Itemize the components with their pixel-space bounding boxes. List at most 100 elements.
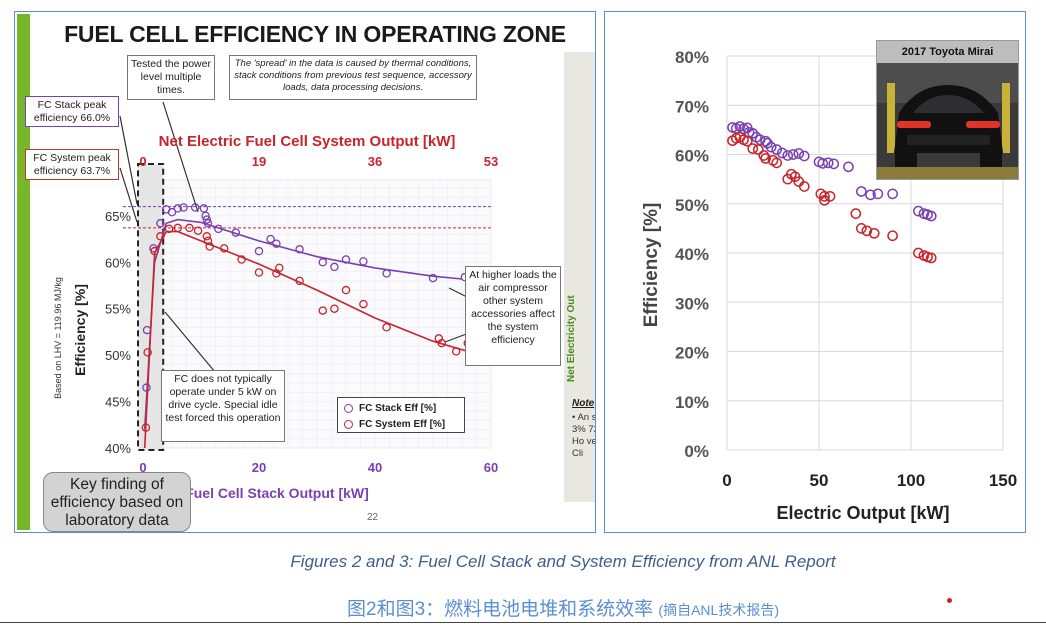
- system-eff-point: [164, 224, 174, 234]
- key-finding-box: Key finding of efficiency based on labor…: [43, 472, 191, 532]
- chart2-grid: [726, 55, 1004, 451]
- stack-eff-point: [428, 273, 438, 283]
- system-eff-point: [205, 242, 214, 251]
- system-eff-point: [887, 230, 898, 242]
- x-axis-title: Electric Output [kW]: [776, 503, 949, 523]
- caption-chinese: 图2和图3：燃料电池电堆和系统效率 (摘自ANL技术报告): [0, 594, 1046, 621]
- stack-eff-point: [843, 161, 854, 173]
- stack-eff-point: [760, 135, 771, 147]
- leader-system-peak: [119, 167, 138, 223]
- y-tick-label: 40%: [675, 245, 709, 264]
- system-eff-point: [861, 225, 873, 237]
- legend-label-system: FC System Eff [%]: [359, 418, 446, 430]
- stack-eff-point: [214, 224, 223, 234]
- y-tick-label: 50%: [105, 348, 131, 363]
- system-eff-point: [185, 223, 194, 233]
- system-eff-point: [913, 247, 924, 259]
- x-tick-label: 150: [989, 471, 1017, 490]
- stack-eff-point: [341, 255, 351, 264]
- stack-eff-point: [765, 141, 777, 153]
- y-tick-label: 40%: [105, 441, 131, 456]
- y-axis-title: Efficiency [%]: [641, 203, 662, 328]
- x-tick-label: 40: [368, 460, 382, 475]
- callout-higher-loads: At higher loads the air compressor other…: [465, 266, 561, 366]
- system-eff-point: [451, 347, 461, 356]
- legend-marker-stack: [344, 403, 353, 413]
- legend-label-stack: FC Stack Eff [%]: [359, 402, 437, 414]
- system-eff-point: [798, 181, 810, 192]
- chart2-labels: 0% 10% 20% 30% 40% 50% 60% 70% 80% 0 50 100 150 Elect…: [641, 48, 1017, 523]
- system-eff-point: [203, 236, 213, 246]
- callout-system-peak: FC System peak efficiency 63.7%: [25, 149, 119, 180]
- system-eff-point: [437, 338, 446, 348]
- system-eff-point: [359, 299, 368, 309]
- caption-chinese-main: 图2和图3：燃料电池电堆和系统效率: [347, 599, 654, 620]
- system-eff-point: [150, 246, 159, 256]
- leader-stack-peak: [119, 115, 138, 205]
- system-eff-point: [275, 263, 284, 273]
- callout-under-5kw: FC does not typically operate under 5 kW…: [161, 370, 285, 442]
- lhv-note: Based on LHV = 119.96 MJ/kg: [53, 277, 63, 399]
- y-tick-label: 65%: [105, 209, 131, 224]
- stack-eff-point: [776, 147, 788, 159]
- stack-eff-point: [202, 215, 212, 224]
- low-power-zone-shade: [138, 164, 164, 450]
- system-eff-point: [868, 227, 880, 239]
- top-axis-tick-label: 36: [368, 154, 382, 169]
- system-eff-point: [318, 306, 328, 315]
- low-power-zone-border: [137, 163, 165, 451]
- stack-eff-point: [254, 246, 264, 256]
- system-eff-point: [758, 150, 770, 161]
- y-tick-label: 55%: [105, 302, 131, 317]
- chart1-legend: FC Stack Eff [%] FC System Eff [%]: [337, 397, 465, 433]
- system-eff-point: [771, 157, 783, 169]
- system-eff-point: [193, 226, 203, 235]
- stack-eff-point: [359, 257, 368, 266]
- top-axis-tick-label: 0: [139, 154, 146, 169]
- stack-eff-point: [925, 210, 937, 222]
- x-tick-label: 60: [484, 460, 498, 475]
- system-eff-trendline: [143, 230, 469, 449]
- callout-data-spread: The 'spread' in the data is caused by th…: [229, 55, 477, 100]
- stack-eff-point: [782, 150, 794, 161]
- stack-eff-point: [203, 219, 213, 228]
- photo-label: 2017 Toyota Mirai: [877, 41, 1018, 63]
- legend-item-system: FC System Eff [%]: [344, 417, 445, 431]
- callout-tested-multiple: Tested the power level multiple times.: [127, 55, 215, 100]
- stack-eff-point: [913, 205, 924, 217]
- stack-eff-point: [201, 211, 210, 221]
- stack-eff-point: [828, 158, 840, 170]
- toyota-mirai-photo: 2017 Toyota Mirai: [876, 40, 1019, 180]
- left-slide-panel: Net Electricity Out Note • An sta 3% 72 …: [14, 11, 596, 533]
- stack-eff-point: [179, 203, 188, 212]
- y-tick-label: 30%: [675, 294, 709, 313]
- system-eff-point: [141, 423, 151, 432]
- chart1-labels: 40% 45% 50% 55% 60% 65% 0 20 40 60 0 19 36 53 Fuel Cel…: [53, 133, 498, 501]
- stack-eff-point: [330, 262, 339, 272]
- system-eff-point: [752, 144, 764, 155]
- system-eff-point: [819, 191, 830, 202]
- system-eff-point: [850, 208, 862, 219]
- top-axis-tick-label: 53: [484, 154, 498, 169]
- legend-marker-system: [344, 419, 353, 429]
- y-tick-label: 10%: [675, 393, 709, 412]
- x-axis-title: Fuel Cell Stack Output [kW]: [185, 485, 369, 501]
- system-eff-point: [855, 223, 867, 234]
- system-eff-point: [156, 232, 165, 241]
- stack-eff-point: [817, 158, 829, 169]
- y-tick-label: 50%: [675, 196, 709, 215]
- system-eff-point: [341, 285, 351, 295]
- y-tick-label: 0%: [684, 442, 709, 461]
- y-tick-label: 70%: [675, 97, 709, 116]
- system-eff-point: [219, 244, 229, 253]
- y-axis-title: Efficiency [%]: [72, 284, 88, 376]
- stack-eff-point: [167, 207, 177, 217]
- system-eff-point: [741, 135, 753, 147]
- stack-eff-point: [822, 157, 834, 169]
- mirai-efficiency-chart: 0% 10% 20% 30% 40% 50% 60% 70% 80% 0 50 100 150 Elect…: [641, 48, 1017, 523]
- slide-number: 22: [367, 512, 379, 523]
- stack-eff-point: [318, 258, 328, 267]
- x-tick-label: 50: [810, 471, 829, 490]
- stack-eff-point: [771, 144, 783, 155]
- x-tick-label: 0: [722, 471, 731, 490]
